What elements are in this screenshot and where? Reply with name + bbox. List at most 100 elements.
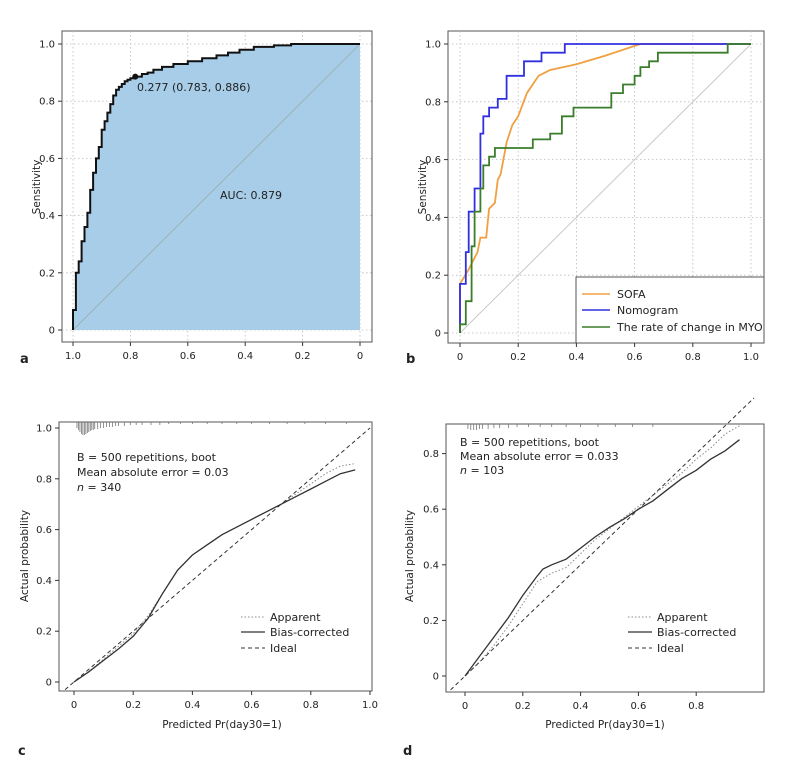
annotation-n-symbol: n <box>460 464 467 477</box>
bias-corrected-curve <box>73 469 356 683</box>
panel-c: B = 500 repetitions, boot Mean absolute … <box>18 421 378 759</box>
legend-label-bias-corrected: Bias-corrected <box>657 626 736 639</box>
y-axis-label: Sensitivity <box>31 160 43 215</box>
annotation-replications: B = 500 repetitions, boot <box>77 451 217 464</box>
threshold-label: 0.277 (0.783, 0.886) <box>137 81 251 94</box>
y-tick-label: 0 <box>435 329 441 340</box>
legend-label-bias-corrected: Bias-corrected <box>270 626 349 639</box>
legend: Apparent Bias-corrected Ideal <box>241 611 349 655</box>
y-axis-label: Actual probability <box>404 510 416 602</box>
x-tick-label: 1.0 <box>65 351 81 362</box>
x-tick-label: 0.6 <box>244 700 260 711</box>
y-tick-label: 1.0 <box>36 424 52 435</box>
x-axis-label: Predicted Pr(day30=1) <box>162 719 281 731</box>
y-tick-label: 1.0 <box>39 40 55 51</box>
y-tick-label: 0.2 <box>425 271 441 282</box>
legend: SOFA Nomogram The rate of change in MYO <box>575 276 765 344</box>
roc-curve <box>72 43 360 330</box>
myo-curve <box>459 43 751 333</box>
x-tick-label: 0.8 <box>122 351 138 362</box>
y-tick-label: 0 <box>46 678 52 689</box>
y-tick-label: 0.8 <box>423 449 439 460</box>
nomogram-curve <box>459 43 751 333</box>
panel-d: B = 500 repetitions, boot Mean absolute … <box>403 397 765 759</box>
x-tick-label: 0 <box>462 701 468 712</box>
x-tick-label: 0.8 <box>303 700 319 711</box>
panel-d-frame <box>445 423 765 693</box>
y-tick-label: 0.4 <box>423 560 439 571</box>
x-tick-label: 0.2 <box>125 700 141 711</box>
legend-label-myo: The rate of change in MYO <box>616 321 763 334</box>
x-tick-label: 0.4 <box>573 701 589 712</box>
legend-label-nomogram: Nomogram <box>617 304 678 317</box>
bias-corrected-curve <box>464 439 740 677</box>
panel-label-d: d <box>403 744 412 759</box>
annotation-n-symbol: n <box>77 481 84 494</box>
annotation-replications: B = 500 repetitions, boot <box>460 436 600 449</box>
y-tick-label: 0.8 <box>39 97 55 108</box>
sofa-curve <box>459 43 751 333</box>
x-axis-label: Predicted Pr(day30=1) <box>545 719 664 731</box>
x-tick-label: 0.4 <box>237 351 253 362</box>
annotation-n: n = 340 <box>77 481 121 494</box>
y-tick-label: 0.2 <box>39 268 55 279</box>
x-tick-label: 1.0 <box>743 352 759 363</box>
y-tick-label: 0.6 <box>39 154 55 165</box>
x-tick-label: 0.6 <box>630 701 646 712</box>
annotation-n-value: = 340 <box>84 481 121 494</box>
legend-label-ideal: Ideal <box>270 642 297 655</box>
panel-label-a: a <box>20 352 29 367</box>
x-tick-label: 0.6 <box>180 351 196 362</box>
reference-diagonal <box>459 43 752 334</box>
legend-label-apparent: Apparent <box>270 611 321 624</box>
y-tick-label: 0 <box>433 672 439 683</box>
threshold-point <box>132 73 139 80</box>
auc-label: AUC: 0.879 <box>220 189 282 202</box>
y-tick-label: 0.2 <box>36 627 52 638</box>
apparent-curve <box>73 463 356 683</box>
x-tick-label: 0.4 <box>568 352 584 363</box>
x-tick-label: 0 <box>357 351 363 362</box>
y-tick-label: 0 <box>49 326 55 337</box>
panel-b: SOFA Nomogram The rate of change in MYO … <box>406 30 765 367</box>
annotation-n: n = 103 <box>460 464 504 477</box>
legend-label-sofa: SOFA <box>617 288 646 301</box>
panel-a: 0.277 (0.783, 0.886) AUC: 0.879 0 0.2 0.4 0… <box>20 30 373 367</box>
y-tick-label: 0.6 <box>36 525 52 536</box>
x-tick-label: 1.0 <box>362 700 378 711</box>
x-tick-label: 0 <box>71 700 77 711</box>
y-tick-label: 0.6 <box>425 155 441 166</box>
y-tick-label: 0.6 <box>423 505 439 516</box>
x-tick-label: 0.2 <box>295 351 311 362</box>
y-axis-label: Sensitivity <box>417 160 429 215</box>
annotation-mae: Mean absolute error = 0.033 <box>460 450 619 463</box>
y-axis-label: Actual probability <box>19 510 31 602</box>
x-tick-label: 0 <box>457 352 463 363</box>
y-tick-label: 0.8 <box>36 474 52 485</box>
x-tick-label: 0.8 <box>688 701 704 712</box>
y-tick-label: 1.0 <box>425 40 441 51</box>
panel-label-c: c <box>18 744 26 759</box>
ideal-line <box>64 427 371 690</box>
legend-label-ideal: Ideal <box>657 642 684 655</box>
apparent-curve <box>464 425 740 677</box>
y-tick-label: 0.2 <box>423 616 439 627</box>
ideal-line <box>450 397 755 691</box>
y-tick-label: 0.4 <box>39 211 55 222</box>
y-tick-label: 0.4 <box>36 576 52 587</box>
legend-label-apparent: Apparent <box>657 611 708 624</box>
panel-c-frame <box>58 421 373 692</box>
legend: Apparent Bias-corrected Ideal <box>628 611 736 655</box>
x-tick-label: 0.6 <box>627 352 643 363</box>
panel-label-b: b <box>406 352 415 367</box>
x-tick-label: 0.4 <box>184 700 200 711</box>
annotation-n-value: = 103 <box>467 464 504 477</box>
x-tick-label: 0.2 <box>510 352 526 363</box>
x-tick-label: 0.2 <box>515 701 531 712</box>
x-tick-label: 0.8 <box>685 352 701 363</box>
y-tick-label: 0.8 <box>425 97 441 108</box>
y-tick-label: 0.4 <box>425 213 441 224</box>
reference-diagonal <box>72 43 361 331</box>
annotation-mae: Mean absolute error = 0.03 <box>77 466 229 479</box>
